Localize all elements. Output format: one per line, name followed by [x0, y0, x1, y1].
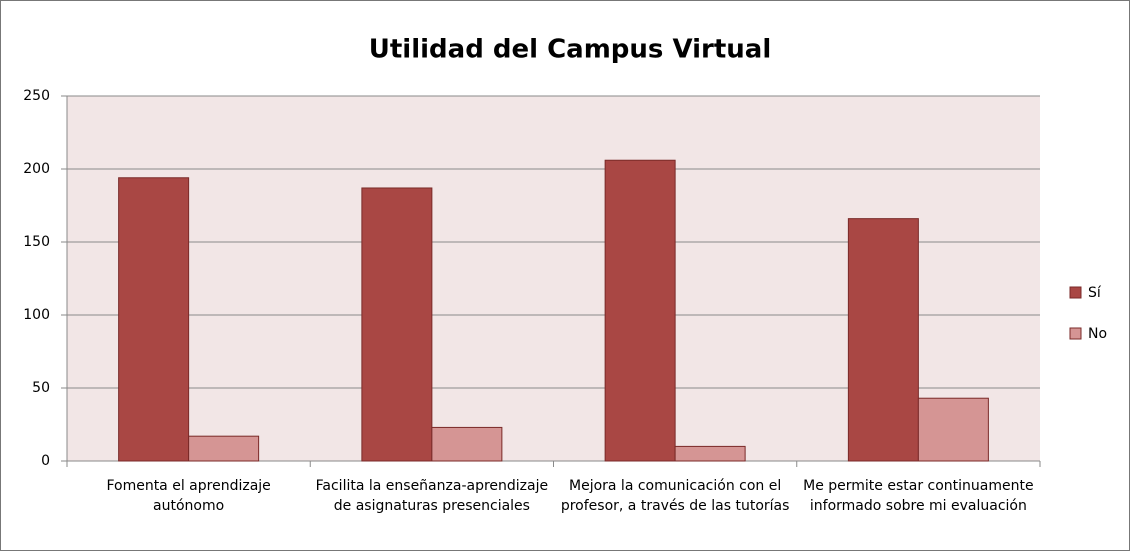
bar: [188, 435, 260, 462]
x-tick-label: Me permite estar continuamente informado…: [803, 478, 1034, 514]
y-tick-label: 250: [23, 88, 50, 104]
legend-swatch: [1069, 286, 1082, 299]
x-tick-label: Fomenta el aprendizaje autónomo: [106, 478, 271, 514]
y-tick-label: 0: [41, 453, 50, 469]
y-tick-label: 200: [23, 161, 50, 177]
legend-label: No: [1088, 326, 1107, 342]
bar: [431, 426, 503, 462]
x-tick-label: Facilita la enseñanza-aprendizaje de asi…: [315, 478, 549, 514]
legend-swatch: [1069, 327, 1082, 340]
bar: [361, 187, 433, 462]
y-tick-label: 150: [23, 234, 50, 250]
bar: [604, 159, 676, 462]
bar: [917, 397, 989, 462]
bar: [118, 177, 190, 462]
chart-title: Utilidad del Campus Virtual: [369, 35, 771, 65]
legend-label: Sí: [1088, 285, 1102, 301]
x-tick-label: Mejora la comunicación con el profesor, …: [560, 478, 790, 514]
bar: [674, 445, 746, 462]
bar: [847, 218, 919, 462]
y-tick-label: 100: [23, 307, 50, 323]
y-tick-label: 50: [32, 380, 50, 396]
